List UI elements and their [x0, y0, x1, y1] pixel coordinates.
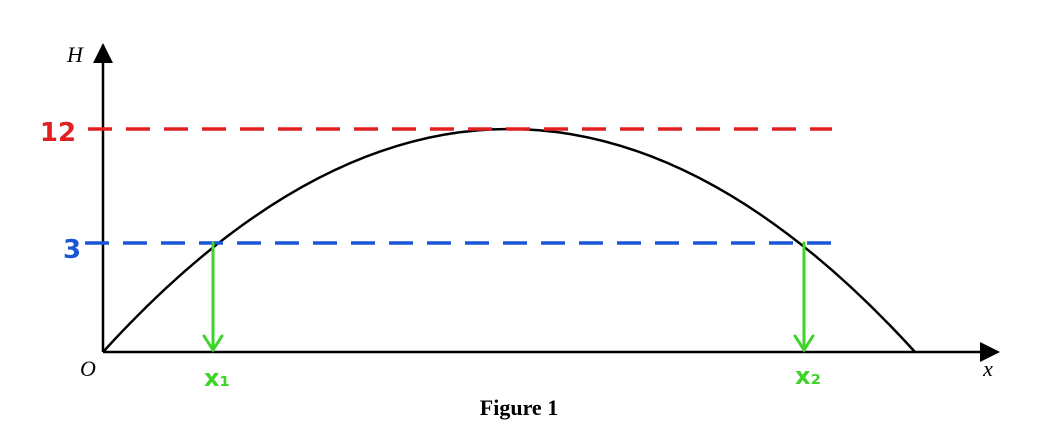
origin-label: O — [80, 356, 96, 381]
y-axis-label: H — [66, 42, 84, 67]
root-2-label: x₂ — [795, 362, 821, 390]
parabola — [102, 127, 916, 353]
level-3-label: 3 — [63, 235, 81, 265]
root-1-label: x₁ — [204, 364, 230, 392]
x-axis-label: x — [982, 356, 993, 381]
level-12-label: 12 — [40, 118, 76, 148]
caption: Figure 1 — [480, 395, 558, 420]
root-arrows — [202, 241, 815, 353]
